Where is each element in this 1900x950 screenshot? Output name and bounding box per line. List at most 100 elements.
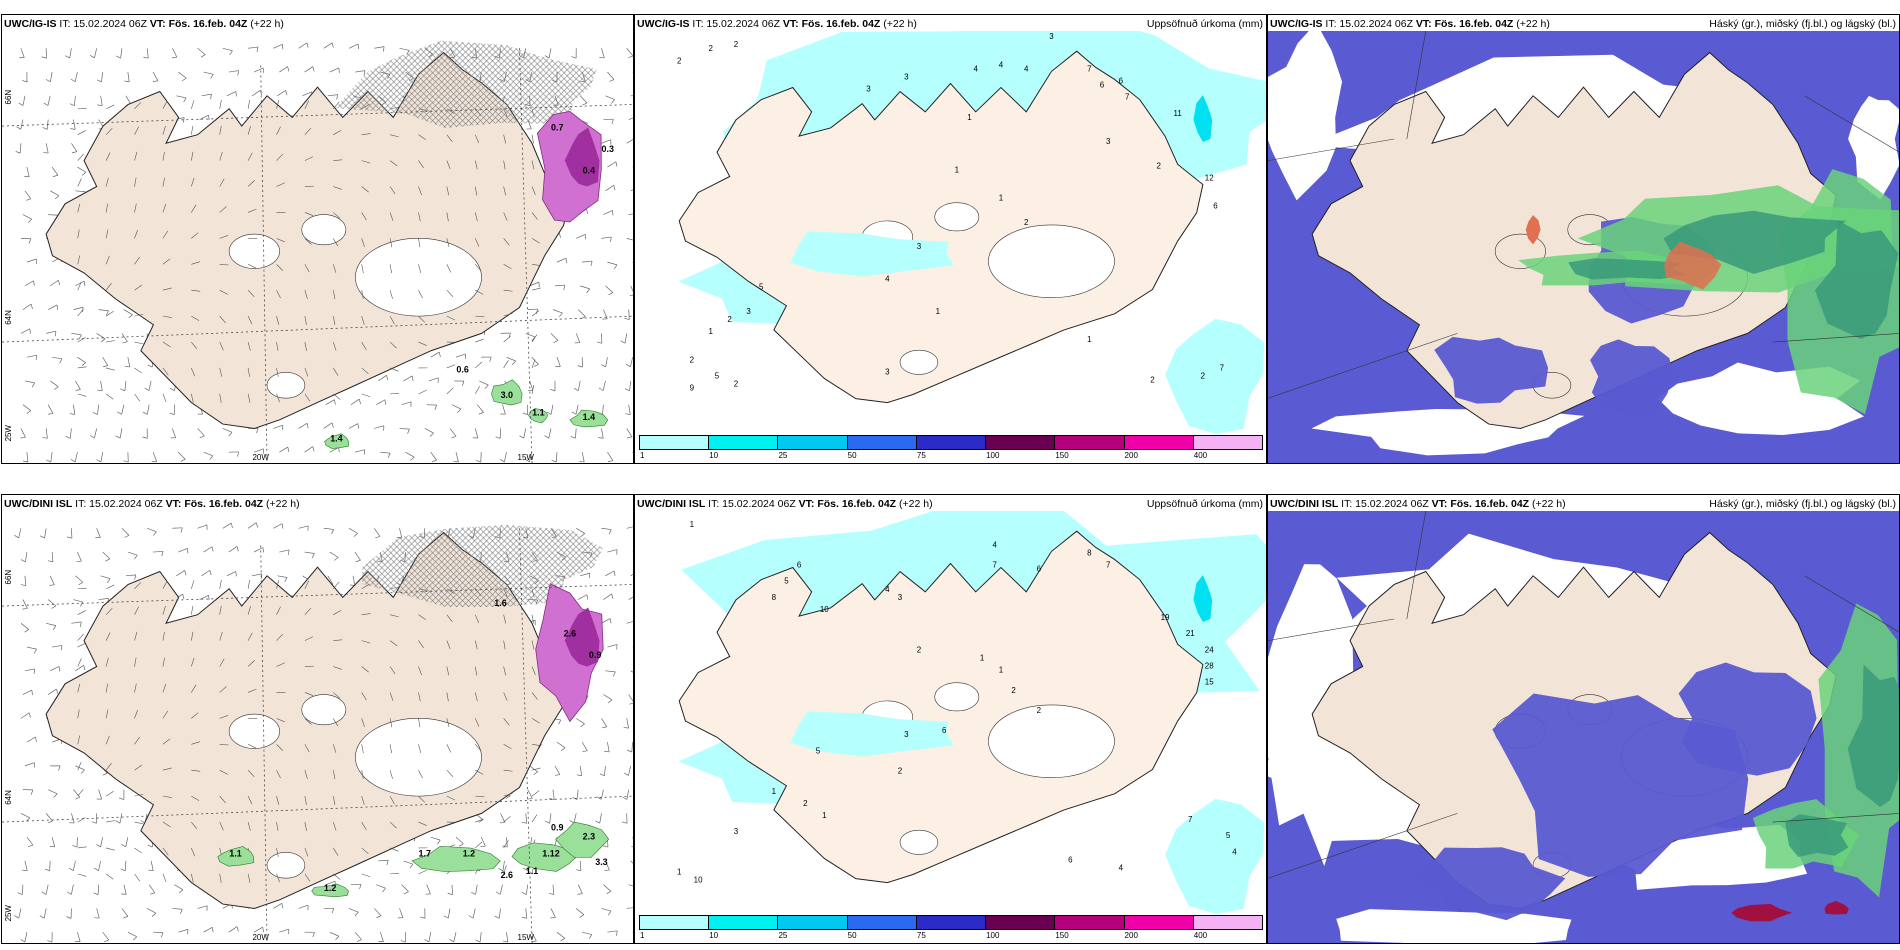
- valid-time: VT: Fös. 16.feb. 04Z: [149, 18, 248, 30]
- precip-value-label: 1.12: [542, 849, 559, 859]
- precip-patch: [528, 408, 549, 424]
- high-cloud-core: [1525, 215, 1541, 245]
- precip-value-label: 2: [898, 767, 903, 776]
- lon-label: 20W: [253, 453, 270, 462]
- wind-map: 20W 15W 66N 64N 25W 0.6 1.4 3.0 1.1 1.4 0.3 0.4 0.7: [2, 31, 633, 463]
- precip-value-label: 3: [917, 242, 922, 251]
- precip-colorbar: 1 10 25 50 75 100 150 200 400: [639, 915, 1263, 941]
- precip-value-label: 4: [1119, 864, 1124, 873]
- init-time: IT: 15.02.2024 06Z: [1338, 498, 1432, 510]
- precip-value-label: 1: [999, 194, 1004, 203]
- glacier: [355, 718, 482, 797]
- panel-header: UWC/DINI ISL IT: 15.02.2024 06Z VT: Fös.…: [2, 495, 633, 511]
- clear-sky: [1848, 95, 1899, 200]
- cloud-map: [1268, 31, 1899, 463]
- precip-value-label: 3: [734, 827, 739, 836]
- precip-value-label: 19: [1161, 613, 1170, 622]
- precip-value-label: 6: [1100, 81, 1105, 90]
- model-name: UWC/DINI ISL: [1270, 498, 1339, 510]
- precip-value-label: 6: [1119, 77, 1124, 86]
- colorbar-swatch: [1054, 915, 1125, 930]
- colorbar-tick-label: 25: [778, 931, 788, 940]
- cloud-map-svg: [1268, 511, 1899, 943]
- precip-value-label: 2: [690, 355, 695, 364]
- colorbar-tick-label: 25: [778, 451, 788, 460]
- precip-area-heavier: [1193, 575, 1213, 622]
- precip-value-label: 2.3: [583, 831, 595, 841]
- precip-value-label: 1.1: [526, 866, 538, 876]
- colorbar-tick-label: 400: [1193, 931, 1208, 940]
- precip-value-label: 11: [1174, 109, 1183, 118]
- colorbar-tick-label: 400: [1193, 451, 1208, 460]
- colorbar-swatch: [708, 915, 779, 930]
- lon-label: 20W: [253, 933, 270, 942]
- init-time: IT: 15.02.2024 06Z: [705, 498, 799, 510]
- lead-time: (+22 h): [880, 18, 917, 30]
- glacier: [228, 713, 280, 749]
- init-time: IT: 15.02.2024 06Z: [56, 18, 150, 30]
- precip-value-label: 5: [759, 283, 764, 292]
- precip-value-label: 4: [885, 274, 890, 283]
- colorbar-tick-label: 1: [640, 931, 645, 940]
- wind-map: 20W 15W 66N 64N 25W 1.1 1.2 1.7 1.2 2.6 1.1 1.12 0.9…: [2, 511, 633, 943]
- high-cloud-core: [1824, 900, 1849, 915]
- precip-value-label: 1.6: [494, 598, 506, 608]
- low-cloud: [1434, 336, 1549, 404]
- colorbar-tick-label: 100: [986, 931, 1000, 940]
- lead-time: (+22 h): [1513, 18, 1550, 30]
- colorbar-tick-label: 200: [1124, 931, 1138, 940]
- precip-value-label: 7: [1087, 64, 1092, 73]
- panel-header: UWC/IG-IS IT: 15.02.2024 06Z VT: Fös. 16…: [635, 15, 1266, 31]
- precip-value-label: 1.1: [229, 849, 241, 859]
- colorbar-swatch: [639, 435, 710, 450]
- init-time: IT: 15.02.2024 06Z: [72, 498, 166, 510]
- precip-value-label: 4: [992, 540, 997, 549]
- precip-value-label: 6: [797, 561, 802, 570]
- precip-patch: [491, 379, 523, 406]
- precip-value-label: 2: [803, 799, 808, 808]
- precip-value-label: 1: [1087, 335, 1092, 344]
- glacier: [899, 829, 939, 855]
- precip-value-label: 2: [1037, 706, 1042, 715]
- wind-map-svg: 20W 15W 66N 64N 25W 1.1 1.2 1.7 1.2 2.6 1.1 1.12 0.9…: [2, 522, 633, 943]
- precip-patch: [511, 842, 578, 872]
- low-cloud: [1678, 662, 1817, 776]
- precip-value-label: 24: [1205, 645, 1214, 654]
- valid-time: VT: Fös. 16.feb. 04Z: [1431, 498, 1530, 510]
- precip-value-label: 3.3: [595, 857, 607, 867]
- panel-title: Uppsöfnuð úrkoma (mm): [1146, 498, 1263, 510]
- precip-map: 2 2 2 3 3 4 4 4 3 7 6 6 7 11 12 6 3 2 1 1 1 2 3 4 5 3 2 1 2 9 5 2 1 3 2 2 7 1: [635, 31, 1266, 435]
- precip-area-heavier: [1193, 95, 1213, 142]
- precip-value-label: 3: [898, 593, 903, 602]
- precip-value-label: 1: [677, 868, 682, 877]
- precip-value-label: 1.4: [330, 433, 342, 443]
- lat-label: 66N: [4, 570, 13, 585]
- glacier: [301, 214, 347, 246]
- precip-value-label: 1: [967, 113, 972, 122]
- precip-value-label: 10: [820, 605, 829, 614]
- precip-value-label: 8: [1087, 548, 1092, 557]
- precip-value-label: 5: [816, 746, 821, 755]
- precip-value-label: 2: [1024, 218, 1029, 227]
- precip-value-label: 6: [1068, 855, 1073, 864]
- glacier: [301, 694, 347, 726]
- valid-time: VT: Fös. 16.feb. 04Z: [165, 498, 264, 510]
- precip-value-label: 2: [917, 645, 922, 654]
- precip-colorbar: 1 10 25 50 75 100 150 200 400: [639, 435, 1263, 461]
- colorbar-swatch: [915, 915, 987, 930]
- precip-value-label: 5: [784, 577, 789, 586]
- panel-header: UWC/DINI ISL IT: 15.02.2024 06Z VT: Fös.…: [1268, 495, 1899, 511]
- precip-value-label: 1.2: [324, 883, 336, 893]
- precip-value-label: 1: [999, 666, 1004, 675]
- precip-value-label: 8: [772, 593, 777, 602]
- precip-value-label: 10: [694, 876, 703, 885]
- init-time: IT: 15.02.2024 06Z: [689, 18, 783, 30]
- colorbar-swatch: [1123, 435, 1194, 450]
- precip-value-label: 0.9: [589, 650, 601, 660]
- cloud-map: [1268, 511, 1899, 943]
- colorbar-swatch: [846, 435, 917, 450]
- lead-time: (+22 h): [896, 498, 933, 510]
- precip-value-label: 3: [1049, 32, 1054, 41]
- precip-value-label: 4: [1024, 64, 1029, 73]
